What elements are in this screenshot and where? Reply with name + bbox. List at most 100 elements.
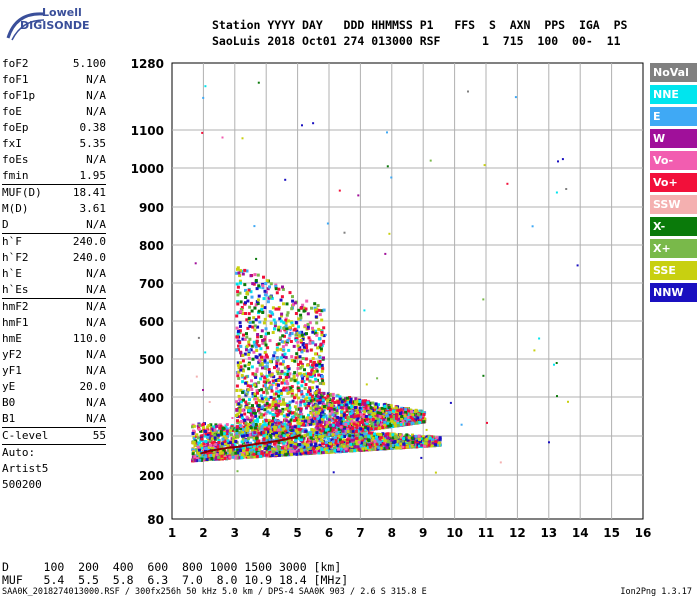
echo-point bbox=[274, 444, 278, 448]
echo-point bbox=[309, 365, 313, 369]
echo-point bbox=[222, 432, 226, 436]
echo-point bbox=[215, 453, 219, 457]
echo-point bbox=[249, 348, 253, 352]
echo-point bbox=[296, 340, 300, 344]
echo-point bbox=[346, 448, 350, 452]
echo-point bbox=[275, 390, 279, 394]
echo-point bbox=[219, 424, 223, 428]
echo-point bbox=[300, 330, 304, 334]
echo-point bbox=[306, 326, 310, 330]
echo-point bbox=[322, 382, 326, 386]
echo-point bbox=[282, 348, 286, 352]
echo-point bbox=[266, 397, 270, 401]
echo-point bbox=[335, 436, 339, 440]
echo-point bbox=[434, 441, 438, 445]
param-row: Artist5 bbox=[2, 461, 106, 477]
echo-point bbox=[300, 449, 304, 453]
echo-point bbox=[267, 296, 271, 300]
echo-point bbox=[220, 428, 224, 432]
echo-point bbox=[364, 432, 368, 436]
echo-point bbox=[286, 442, 290, 446]
echo-point bbox=[255, 339, 259, 343]
param-name: yE bbox=[2, 380, 16, 393]
echo-point bbox=[267, 421, 271, 425]
echo-point bbox=[291, 429, 295, 433]
echo-point bbox=[229, 433, 233, 437]
echo-point bbox=[337, 404, 341, 408]
echo-point bbox=[267, 331, 270, 335]
echo-point bbox=[206, 455, 210, 459]
echo-point bbox=[321, 341, 325, 345]
echo-point bbox=[278, 317, 282, 321]
echo-point bbox=[313, 399, 316, 403]
echo-point bbox=[242, 421, 246, 425]
echo-point bbox=[253, 273, 257, 277]
echo-point bbox=[286, 365, 290, 368]
param-name: B1 bbox=[2, 412, 16, 425]
echo-point bbox=[307, 336, 311, 340]
echo-point bbox=[286, 391, 290, 395]
echo-point bbox=[250, 416, 254, 420]
echo-point bbox=[286, 382, 290, 386]
echo-point bbox=[399, 446, 403, 450]
echo-point bbox=[328, 413, 332, 417]
echo-point bbox=[290, 385, 294, 389]
echo-point bbox=[249, 274, 253, 278]
echo-point bbox=[218, 426, 222, 430]
echo-point bbox=[256, 298, 260, 302]
echo-point bbox=[302, 449, 306, 453]
echo-point bbox=[364, 446, 368, 450]
echo-point bbox=[247, 316, 251, 320]
echo-point bbox=[237, 394, 241, 398]
echo-point bbox=[377, 440, 381, 444]
echo-point bbox=[280, 412, 284, 416]
echo-point bbox=[192, 429, 195, 433]
echo-point bbox=[334, 437, 337, 441]
echo-point bbox=[232, 435, 236, 439]
echo-point bbox=[281, 410, 285, 413]
echo-point bbox=[243, 412, 247, 416]
scaled-parameters-panel: foF2 5.100 foF1 N/A foF1p N/A foE N/A foEp 0.38 fx… bbox=[2, 56, 106, 493]
echo-point bbox=[268, 411, 272, 415]
echo-point bbox=[303, 398, 307, 401]
echo-point bbox=[246, 417, 250, 421]
echo-point bbox=[253, 394, 257, 398]
echo-point bbox=[247, 343, 251, 347]
echo-point bbox=[354, 421, 358, 425]
echo-point bbox=[406, 438, 410, 442]
echo-point bbox=[200, 437, 204, 441]
echo-point bbox=[367, 431, 371, 435]
echo-point bbox=[256, 273, 260, 277]
echo-point bbox=[361, 447, 365, 451]
echo-point bbox=[375, 435, 378, 439]
echo-point bbox=[208, 440, 212, 443]
echo-point bbox=[241, 359, 245, 363]
echo-point bbox=[282, 321, 286, 325]
echo-point bbox=[334, 439, 338, 443]
echo-point bbox=[245, 348, 248, 352]
echo-point bbox=[248, 433, 252, 437]
param-name: Artist5 bbox=[2, 462, 49, 475]
echo-point bbox=[271, 379, 275, 383]
echo-point bbox=[259, 451, 263, 455]
x-tick-label: 8 bbox=[388, 526, 396, 540]
echo-point bbox=[250, 412, 254, 416]
echo-point bbox=[347, 446, 351, 450]
echo-point bbox=[351, 434, 355, 438]
echo-point bbox=[267, 405, 271, 409]
echo-point bbox=[347, 436, 350, 440]
echo-point bbox=[246, 384, 250, 388]
echo-point bbox=[272, 417, 275, 420]
echo-point bbox=[295, 337, 299, 341]
echo-point bbox=[257, 403, 261, 407]
echo-point bbox=[235, 326, 239, 330]
echo-point bbox=[204, 447, 208, 450]
echo-point bbox=[292, 344, 296, 348]
echo-point bbox=[249, 449, 253, 452]
echo-point bbox=[407, 442, 411, 445]
echo-point bbox=[247, 402, 251, 406]
echo-point bbox=[329, 444, 333, 448]
echo-point bbox=[201, 434, 205, 438]
echo-point bbox=[251, 320, 255, 324]
echo-point bbox=[271, 312, 275, 316]
